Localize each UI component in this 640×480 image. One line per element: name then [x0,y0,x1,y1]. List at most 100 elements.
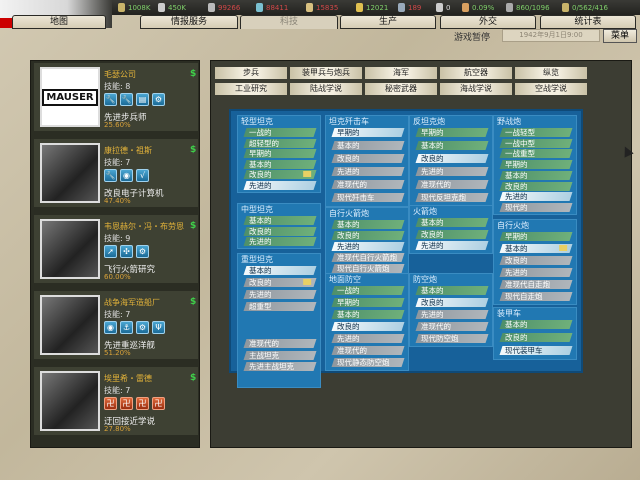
tech-item[interactable]: 先进主战坦克 [243,362,317,371]
tech-item[interactable]: 一战重型 [499,149,573,159]
tech-item[interactable]: 基本的 [415,218,489,227]
category-tab[interactable]: 空战学说 [515,83,587,95]
tech-item[interactable]: 改良的 [499,333,573,342]
category-tab[interactable]: 装甲兵与炮兵 [290,67,362,79]
resource-1[interactable]: 450K [158,2,186,13]
tech-item[interactable]: 早期的 [331,128,405,137]
tech-item[interactable]: 主战坦克 [243,351,317,360]
tech-item[interactable]: 一战的 [331,286,405,295]
category-tab[interactable]: 航空器 [440,67,512,79]
tech-item[interactable]: 先进的 [243,237,317,247]
tab-5[interactable]: 统计表 [540,15,636,29]
tech-item[interactable]: 超重型 [243,302,317,311]
resource-7[interactable]: 0 [436,2,450,13]
tech-item[interactable]: 基本的 [331,310,405,319]
tech-item[interactable]: 基本的 [499,320,573,329]
category-tab[interactable]: 陆战学说 [290,83,362,95]
resource-10[interactable]: 0/562/416 [562,2,608,13]
tab-3[interactable]: 生产 [340,15,436,29]
tech-item[interactable]: 基本的 [499,170,573,180]
category-tab[interactable]: 海军 [365,67,437,79]
tech-item[interactable]: 准现代的 [331,346,405,355]
tech-item[interactable]: 先进的 [243,181,317,190]
menu-button[interactable]: 菜单 [603,29,637,43]
tech-item[interactable]: 先进的 [331,167,405,176]
tech-item[interactable]: 先进的 [331,242,405,251]
tech-item[interactable]: 早期的 [331,298,405,307]
tech-item[interactable]: 改良的 [331,322,405,331]
resource-5[interactable]: 12021 [356,2,388,13]
tech-item[interactable]: 基本的 [331,220,405,229]
tech-item[interactable]: 早期的 [499,232,573,241]
tech-item[interactable]: 现代静态防空炮 [331,358,405,367]
tech-item[interactable]: 准现代的 [243,339,317,348]
tech-item[interactable]: 先进的 [499,192,573,202]
tech-item[interactable]: 现代防空炮 [415,334,489,343]
tab-2[interactable]: 科技 [240,15,338,29]
tech-item[interactable]: 改良的 [243,170,317,180]
tech-item[interactable]: 早期的 [243,149,317,159]
tech-item[interactable]: 一战中型 [499,138,573,148]
category-tab[interactable]: 步兵 [215,67,287,79]
resource-0[interactable]: 1008K [118,2,150,13]
tech-item[interactable]: 改良的 [243,278,317,287]
tech-item[interactable]: 超轻型的 [243,138,317,148]
category-tab[interactable]: 秘密武器 [365,83,437,95]
resource-9[interactable]: 860/1096 [506,2,550,13]
tech-item[interactable]: 现代自行火箭炮 [331,264,405,273]
tech-item[interactable]: 先进的 [499,268,573,277]
tech-item[interactable]: 准现代的 [415,322,489,331]
tech-item[interactable]: 改良的 [415,229,489,239]
tech-item[interactable]: 基本的 [499,244,573,253]
resource-2[interactable]: 99266 [208,2,240,13]
tech-item[interactable]: 基本的 [243,159,317,169]
tech-item[interactable]: 改良的 [499,181,573,191]
tech-item[interactable]: 准现代的 [331,180,405,189]
tech-item[interactable]: 一战的 [243,128,317,137]
tech-item[interactable]: 改良的 [331,231,405,240]
tech-item[interactable]: 先进的 [415,167,489,176]
resource-4[interactable]: 15835 [306,2,338,13]
tech-item[interactable]: 早期的 [499,160,573,170]
tech-item[interactable]: 改良的 [243,226,317,236]
tech-item[interactable]: 现代的 [499,202,573,212]
resource-3[interactable]: 88411 [256,2,288,13]
tech-item[interactable]: 准现代自走炮 [499,280,573,289]
tech-item[interactable]: 基本的 [415,141,489,150]
research-team-card[interactable]: 韦恩赫尔・冯・布劳恩 技能: 9 ➚ ✣ ⚙ 飞行火箭研究 60.00% $ [34,215,198,283]
tech-item[interactable]: 改良的 [499,256,573,265]
research-team-card[interactable]: 战争海军造船厂 技能: 7 ◉ ⚓ ⚙ Ψ 先进重巡洋舰 51.20% $ [34,291,198,359]
research-team-card[interactable]: MAUSER 毛瑟公司 技能: 8 🔧 🔧 ▤ ⚙ 先进步兵师 25.60% $ [34,63,198,131]
tech-item[interactable]: 改良的 [415,298,489,307]
tech-item[interactable]: 早期的 [415,128,489,137]
tech-item[interactable]: 改良的 [415,154,489,163]
tech-item[interactable]: 基本的 [243,216,317,225]
tech-item-label: 早期的 [505,232,528,241]
tech-item[interactable]: 先进的 [415,310,489,319]
tech-item[interactable]: 现代装甲车 [499,346,573,355]
tech-item[interactable]: 一战轻型 [499,128,573,137]
tech-item[interactable]: 现代反坦克炮 [415,193,489,202]
resource-6[interactable]: 189 [398,2,421,13]
tab-1[interactable]: 情报服务 [140,15,238,29]
tech-item[interactable]: 先进的 [415,241,489,250]
resource-8[interactable]: 0.09% [462,2,494,13]
research-team-card[interactable]: 埃里希・雷德 技能: 7 卍卍卍卍迂回接近学说 27.80% $ [34,367,198,435]
category-tab[interactable]: 纵览 [515,67,587,79]
research-team-card[interactable]: 康拉德・祖斯 技能: 7 🔧 ◉ √ 改良电子计算机 47.40% $ [34,139,198,207]
tech-item[interactable]: 准现代自行火箭炮 [331,253,405,262]
tech-item[interactable]: 基本的 [243,266,317,275]
category-tab[interactable]: 工业研究 [215,83,287,95]
tech-item[interactable]: 先进的 [331,334,405,343]
tech-item[interactable]: 先进的 [243,290,317,299]
tech-item[interactable]: 准现代的 [415,180,489,189]
category-tab[interactable]: 海战学说 [440,83,512,95]
team-skill: 技能: 7 [104,158,131,167]
tech-item[interactable]: 改良的 [331,154,405,163]
tech-item[interactable]: 基本的 [331,141,405,150]
tech-item[interactable]: 基本的 [415,286,489,295]
tab-0[interactable]: 地图 [12,15,106,29]
tech-item[interactable]: 现代歼击车 [331,193,405,202]
tech-item[interactable]: 现代自走炮 [499,292,573,301]
tab-4[interactable]: 外交 [440,15,536,29]
